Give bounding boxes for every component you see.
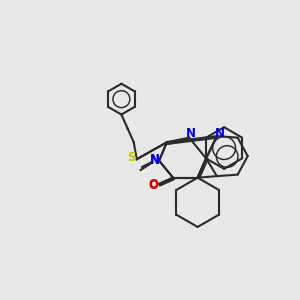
- Text: S: S: [127, 151, 136, 164]
- Text: O: O: [149, 178, 159, 191]
- Text: O: O: [149, 179, 159, 192]
- Text: N: N: [186, 127, 196, 140]
- Text: N: N: [215, 127, 225, 140]
- Text: N: N: [149, 154, 160, 167]
- Text: S: S: [127, 151, 136, 164]
- Text: N: N: [149, 153, 160, 166]
